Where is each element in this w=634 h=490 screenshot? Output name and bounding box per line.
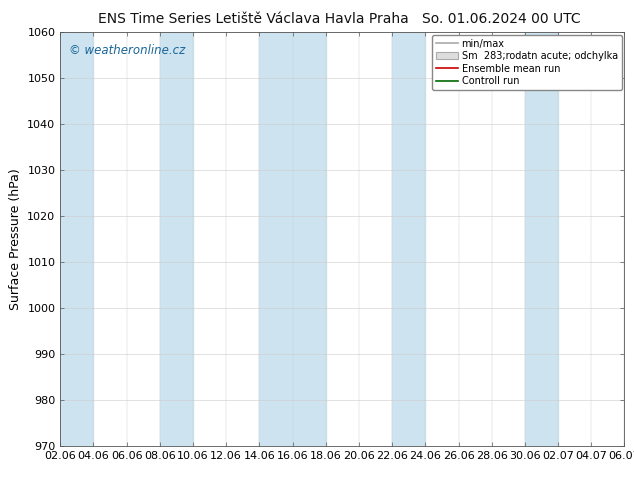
Y-axis label: Surface Pressure (hPa): Surface Pressure (hPa)	[9, 168, 22, 310]
Text: © weatheronline.cz: © weatheronline.cz	[68, 44, 185, 57]
Bar	[160, 32, 193, 446]
Text: ENS Time Series Letiště Václava Havla Praha: ENS Time Series Letiště Václava Havla Pr…	[98, 12, 409, 26]
Legend: min/max, Sm  283;rodatn acute; odchylka, Ensemble mean run, Controll run: min/max, Sm 283;rodatn acute; odchylka, …	[432, 35, 621, 90]
Bar	[60, 32, 93, 446]
Bar	[392, 32, 425, 446]
Text: So. 01.06.2024 00 UTC: So. 01.06.2024 00 UTC	[422, 12, 580, 26]
Bar	[525, 32, 558, 446]
Bar	[259, 32, 326, 446]
